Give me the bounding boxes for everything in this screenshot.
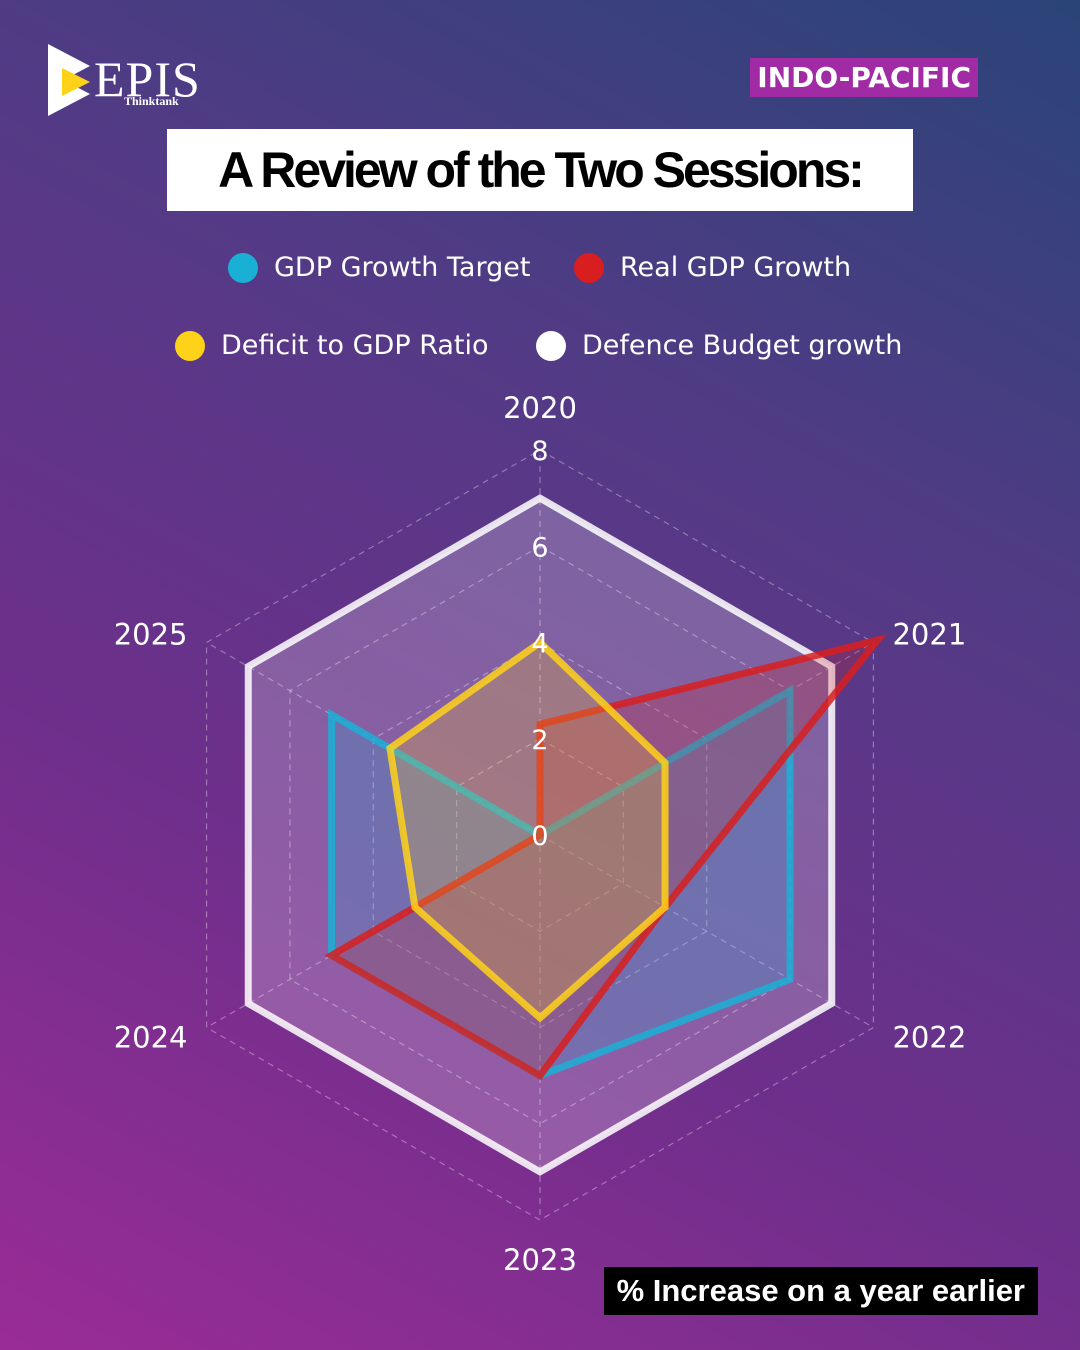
category-label-2022: 2022: [892, 1021, 966, 1055]
legend-defence: Defence Budget growth: [536, 330, 902, 361]
tick-label: 0: [531, 821, 548, 852]
category-label-2023: 2023: [503, 1243, 577, 1277]
legend-label-gdp-target: GDP Growth Target: [274, 252, 531, 283]
point-gdp-growth-target: [331, 714, 333, 716]
point-real-gdp-growth: [539, 1075, 541, 1077]
point-real-gdp-growth: [539, 834, 541, 836]
point-deficit-to-gdp-ratio: [664, 762, 666, 764]
category-label-2024: 2024: [114, 1021, 188, 1055]
legend-label-defence: Defence Budget growth: [582, 330, 903, 361]
title-box: A Review of the Two Sessions:: [167, 129, 913, 211]
legend-gdp-target: GDP Growth Target: [228, 252, 530, 283]
region-tag: INDO-PACIFIC: [750, 58, 978, 97]
point-deficit-to-gdp-ratio: [539, 1017, 541, 1019]
point-real-gdp-growth: [331, 954, 333, 956]
legend-dot-defence: [536, 330, 566, 361]
legend-label-deficit: Deficit to GDP Ratio: [221, 330, 489, 361]
point-deficit-to-gdp-ratio: [539, 642, 541, 643]
page-title: A Review of the Two Sessions:: [218, 142, 865, 198]
tick-label: 8: [531, 436, 548, 467]
point-defence-budget-growth: [831, 1002, 833, 1004]
point-gdp-growth-target: [789, 690, 791, 692]
grid-spoke: [539, 834, 874, 1029]
play-arrows-icon: [48, 44, 90, 116]
legend-real-gdp: Real GDP Growth: [574, 252, 851, 283]
legend-deficit: Deficit to GDP Ratio: [175, 330, 489, 361]
tick-label: 2: [531, 725, 548, 756]
tick-label: 6: [531, 532, 548, 563]
point-defence-budget-growth: [539, 497, 541, 499]
grid-ring: [456, 738, 624, 932]
legend-dot-deficit: [175, 330, 205, 361]
footnote: % Increase on a year earlier: [603, 1267, 1038, 1315]
legend-label-real-gdp: Real GDP Growth: [620, 252, 852, 283]
point-defence-budget-growth: [247, 666, 249, 668]
point-defence-budget-growth: [247, 1002, 249, 1004]
point-defence-budget-growth: [831, 666, 833, 668]
brand-subtitle: Thinktank: [124, 94, 179, 108]
category-label-2021: 2021: [892, 618, 966, 652]
legend-dot-real-gdp: [574, 252, 604, 283]
point-deficit-to-gdp-ratio: [664, 906, 666, 908]
category-label-2020: 2020: [503, 391, 577, 425]
point-gdp-growth-target: [789, 978, 791, 980]
point-deficit-to-gdp-ratio: [414, 906, 416, 908]
point-defence-budget-growth: [539, 1171, 541, 1173]
category-label-2025: 2025: [114, 618, 188, 652]
point-deficit-to-gdp-ratio: [389, 747, 391, 749]
brand-logo: EPIS Thinktank: [46, 42, 216, 122]
legend-dot-gdp-target: [228, 252, 258, 283]
tick-label: 4: [531, 629, 548, 660]
point-real-gdp-growth: [539, 723, 541, 725]
brand-name: EPIS: [94, 51, 201, 107]
point-real-gdp-growth: [877, 639, 879, 641]
